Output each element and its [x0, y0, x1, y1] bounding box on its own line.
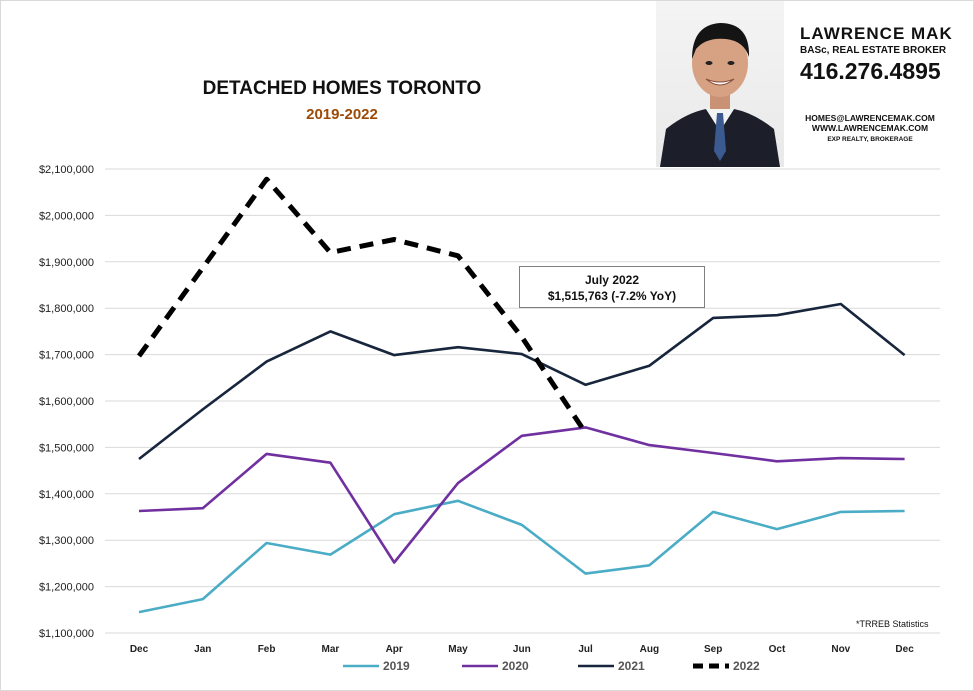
- legend-label: 2022: [733, 659, 760, 673]
- agent-website: WWW.LAWRENCEMAK.COM: [811, 123, 929, 133]
- y-tick-label: $1,300,000: [39, 535, 94, 547]
- legend-label: 2021: [618, 659, 645, 673]
- chart-title: DETACHED HOMES TORONTO: [202, 78, 482, 99]
- legend-label: 2020: [502, 659, 529, 673]
- x-tick-label: Jan: [194, 644, 211, 655]
- agent-photo: [656, 1, 784, 167]
- x-tick-label: Sep: [704, 644, 722, 655]
- y-tick-label: $2,000,000: [39, 210, 94, 222]
- agent-phone: 416.276.4895: [800, 58, 941, 84]
- series-line-2022: [136, 176, 588, 435]
- source-note: *TRREB Statistics: [856, 619, 929, 629]
- callout-title: July 2022: [584, 273, 640, 287]
- x-tick-label: Jun: [513, 644, 531, 655]
- agent-email: HOMES@LAWRENCEMAK.COM: [805, 113, 935, 123]
- y-tick-label: $1,700,000: [39, 350, 94, 362]
- chart-subtitle: 2019-2022: [306, 106, 378, 123]
- agent-credentials: BASc, REAL ESTATE BROKER: [800, 45, 947, 56]
- y-tick-label: $1,100,000: [39, 628, 94, 640]
- agent-brokerage: EXP REALTY, BROKERAGE: [827, 136, 913, 143]
- x-tick-label: Aug: [640, 644, 659, 655]
- y-tick-label: $1,800,000: [39, 303, 94, 315]
- agent-name: LAWRENCE MAK: [800, 24, 953, 43]
- y-tick-label: $1,600,000: [39, 396, 94, 408]
- x-tick-label: Apr: [386, 644, 403, 655]
- y-tick-label: $2,100,000: [39, 164, 94, 176]
- x-tick-label: Feb: [258, 644, 276, 655]
- y-tick-label: $1,900,000: [39, 257, 94, 269]
- agent-contact: LAWRENCE MAK BASc, REAL ESTATE BROKER 41…: [800, 24, 960, 143]
- series-line-2021: [138, 302, 906, 461]
- y-tick-label: $1,500,000: [39, 442, 94, 454]
- legend-label: 2019: [383, 659, 410, 673]
- x-tick-label: Dec: [130, 644, 149, 655]
- series-line-2020: [138, 426, 905, 564]
- x-tick-label: Jul: [578, 644, 593, 655]
- july-2022-callout: July 2022 $1,515,763 (-7.2% YoY): [519, 266, 705, 308]
- series-line-2019: [138, 499, 905, 614]
- y-tick-label: $1,400,000: [39, 489, 94, 501]
- y-tick-label: $1,200,000: [39, 582, 94, 594]
- x-tick-label: Oct: [769, 644, 786, 655]
- x-tick-label: May: [448, 644, 468, 655]
- callout-value: $1,515,763 (-7.2% YoY): [547, 289, 677, 303]
- x-tick-label: Mar: [322, 644, 340, 655]
- x-tick-label: Dec: [895, 644, 914, 655]
- x-tick-label: Nov: [831, 644, 850, 655]
